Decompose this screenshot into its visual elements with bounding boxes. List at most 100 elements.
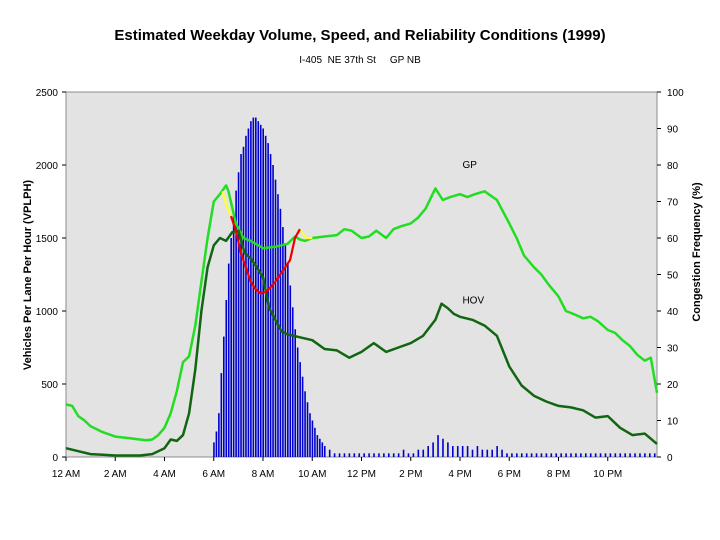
congestion-bar (516, 453, 518, 457)
y-tick-label: 0 (52, 453, 58, 464)
congestion-bar (235, 190, 237, 458)
congestion-bar (240, 154, 242, 458)
x-tick-label: 2 PM (399, 469, 422, 480)
congestion-bar (309, 413, 311, 457)
congestion-bar (314, 427, 316, 457)
x-tick-label: 4 AM (153, 469, 176, 480)
congestion-bar (215, 431, 218, 457)
axis-ticks: 0 500 1000 1500 2000 2500 0 10 20 30 40 50 60 70 80 90 1… (36, 88, 684, 480)
y2-tick-label: 90 (667, 125, 679, 136)
congestion-bar (237, 172, 240, 458)
y-tick-label: 1000 (36, 307, 59, 318)
plot-area (65, 91, 658, 458)
congestion-bar (269, 154, 272, 458)
congestion-bar (437, 435, 439, 457)
congestion-bar (223, 336, 225, 457)
congestion-bar (589, 453, 592, 457)
congestion-bar (333, 453, 336, 457)
gp-line (65, 184, 659, 442)
congestion-bar (506, 453, 508, 457)
y2-tick-label: 20 (667, 380, 679, 391)
congestion-bar (304, 391, 306, 457)
congestion-bar (259, 124, 262, 457)
congestion-bar (323, 446, 326, 457)
congestion-bar (540, 453, 543, 457)
congestion-bar (432, 442, 434, 457)
congestion-bar (328, 449, 331, 457)
volume-lines (65, 184, 659, 457)
congestion-bar (491, 449, 494, 457)
congestion-bar (456, 446, 459, 457)
congestion-bar (279, 208, 282, 457)
x-tick-label: 2 AM (104, 469, 127, 480)
congestion-bar (255, 117, 257, 458)
y2-tick-label: 70 (667, 198, 679, 209)
x-tick-label: 6 PM (498, 469, 521, 480)
congestion-bar (294, 329, 297, 457)
congestion-bar (247, 128, 250, 457)
congestion-bar (227, 263, 230, 457)
congestion-bar (550, 453, 553, 457)
congestion-bar (461, 446, 464, 457)
y2-tick-label: 100 (667, 88, 684, 99)
congestion-bar (466, 446, 469, 457)
congestion-bar (447, 442, 449, 457)
x-tick-label: 10 PM (593, 469, 622, 480)
congestion-bar (373, 453, 375, 457)
congestion-bar (614, 453, 617, 457)
congestion-bar (442, 438, 444, 457)
congestion-bar (555, 453, 558, 457)
congestion-bar (412, 453, 415, 457)
y2-tick-label: 80 (667, 161, 679, 172)
congestion-bar (481, 449, 484, 457)
congestion-bar (218, 413, 220, 457)
congestion-bar (619, 453, 622, 457)
congestion-bar (624, 453, 626, 457)
hov-line (65, 229, 658, 457)
y2-tick-label: 60 (667, 234, 679, 245)
congestion-bar (575, 453, 577, 457)
congestion-bar (378, 453, 380, 457)
congestion-bar (594, 453, 597, 457)
congestion-bar (250, 121, 252, 457)
y-axis-label: Vehicles Per Lane Per Hour (VPLPH) (22, 180, 34, 370)
congestion-bar (520, 453, 523, 457)
congestion-bar (496, 446, 498, 457)
x-tick-label: 8 AM (252, 469, 275, 480)
congestion-bar (296, 347, 299, 457)
congestion-bar (422, 449, 425, 457)
congestion-bar (644, 453, 646, 457)
y-tick-label: 1500 (36, 234, 59, 245)
congestion-bar (639, 453, 641, 457)
congestion-bar (242, 146, 245, 457)
congestion-bar (486, 449, 489, 457)
congestion-bar (397, 453, 400, 457)
congestion-bar (560, 453, 562, 457)
congestion-bar (230, 238, 232, 457)
congestion-bar (565, 453, 567, 457)
congestion-bar (213, 442, 215, 457)
x-tick-label: 12 PM (347, 469, 376, 480)
congestion-bar (634, 453, 636, 457)
congestion-bar (649, 453, 651, 457)
congestion-bar (392, 453, 395, 457)
congestion-bar (570, 453, 572, 457)
congestion-bar (282, 227, 284, 457)
speed-45-55-mph-line (299, 228, 313, 240)
congestion-bar (358, 453, 361, 457)
congestion-bar (353, 453, 356, 457)
congestion-bar (471, 449, 474, 457)
congestion-bar (452, 446, 454, 457)
congestion-bar (653, 453, 656, 457)
congestion-bar (525, 453, 528, 457)
speed-45-55-mph-line (221, 190, 233, 217)
congestion-bar (301, 376, 304, 457)
congestion-bar (476, 446, 479, 457)
congestion-bar (306, 402, 309, 457)
congestion-bar (580, 453, 582, 457)
congestion-bar (604, 453, 607, 457)
congestion-bar (363, 453, 365, 457)
congestion-bar (383, 453, 385, 457)
congestion-bar (501, 449, 503, 457)
congestion-bar (272, 165, 274, 457)
